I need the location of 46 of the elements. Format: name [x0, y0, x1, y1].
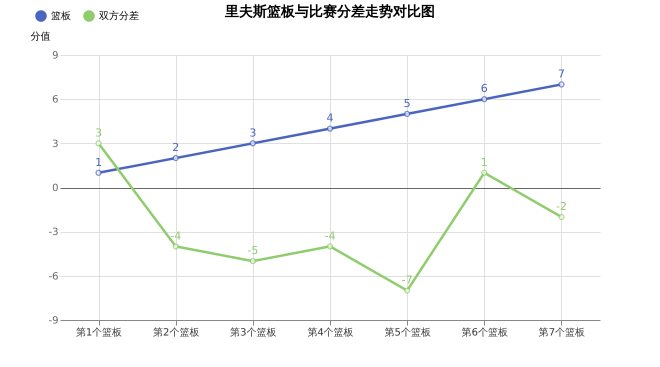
x-tick-label: 第5个篮板	[384, 326, 431, 338]
x-tick-label: 第6个篮板	[462, 326, 508, 338]
point	[326, 243, 334, 250]
x-tick-label: 第3个篮板	[230, 326, 277, 338]
x-tick-label: 第2个篮板	[153, 326, 200, 338]
data-label: 1	[480, 156, 488, 169]
point	[481, 170, 488, 176]
data-label: -4	[170, 229, 182, 242]
point	[404, 287, 410, 294]
data-label: 7	[558, 67, 565, 80]
x-tick-label: 第7个篮板	[538, 326, 586, 338]
point	[172, 154, 179, 162]
data-label: 2	[172, 141, 180, 154]
x-tick-label: 第4个篮板	[307, 326, 354, 338]
point	[250, 258, 256, 264]
legend-label: 双方分差	[99, 10, 139, 22]
y-tick-label: 6	[52, 94, 58, 106]
y-tick-label: -9	[48, 316, 58, 326]
point	[250, 140, 256, 146]
y-axis-title: 分值	[30, 30, 50, 42]
point	[172, 243, 179, 250]
chart-title: 里夫斯篮板与比赛分差走势对比图	[224, 3, 435, 20]
x-tick-label: 第1个篮板	[76, 326, 122, 338]
data-label: 6	[480, 82, 488, 96]
legend-label: 篮板	[51, 10, 71, 22]
data-label: -5	[247, 244, 258, 258]
y-tick-label: 0	[52, 183, 58, 194]
point	[404, 110, 410, 118]
data-label: -7	[402, 274, 413, 287]
point	[95, 140, 102, 146]
point	[558, 81, 565, 88]
y-tick-label: 9	[52, 50, 58, 62]
data-label: 5	[404, 96, 411, 110]
data-label: -4	[324, 229, 336, 242]
y-tick-label: -6	[48, 271, 58, 282]
point	[558, 214, 565, 220]
data-label: 4	[326, 112, 334, 125]
point	[481, 96, 488, 102]
data-label: 3	[249, 126, 256, 140]
data-label: -2	[556, 200, 567, 213]
y-tick-label: -3	[48, 227, 58, 238]
point	[326, 125, 334, 132]
data-label: 3	[95, 126, 102, 140]
y-tick-label: 3	[52, 138, 58, 150]
data-label: 1	[95, 156, 102, 169]
point	[95, 170, 102, 176]
